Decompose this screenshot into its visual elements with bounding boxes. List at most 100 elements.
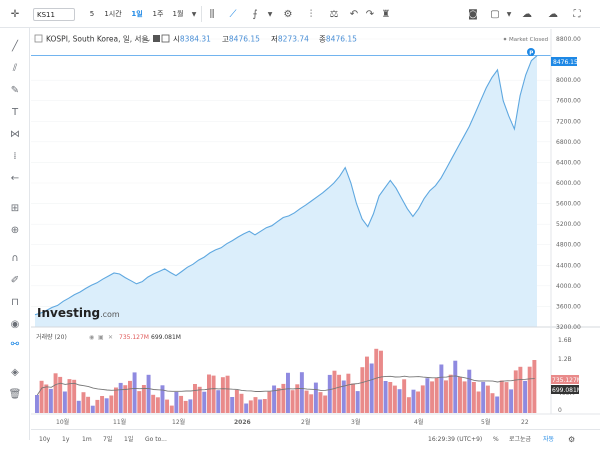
layout-icon[interactable]: ▢ bbox=[490, 8, 500, 20]
zoom-in-icon[interactable]: ⊕ bbox=[10, 224, 20, 236]
fib-icon[interactable]: ⫽ bbox=[12, 62, 18, 74]
volume-bar bbox=[35, 395, 39, 413]
volume-close-icon[interactable]: ✕ bbox=[108, 334, 113, 341]
collapse-legend-icon[interactable] bbox=[34, 34, 43, 43]
price-axis[interactable]: 8800.00 8000.00 7600.00 7200.00 6800.00 6400.… bbox=[556, 36, 581, 331]
interval-5[interactable]: 5 bbox=[89, 10, 95, 18]
eye-icon[interactable]: ◉ bbox=[10, 318, 20, 330]
symbol-search-input[interactable] bbox=[33, 8, 75, 21]
volume-bar bbox=[76, 400, 81, 413]
volume-bar bbox=[155, 397, 160, 413]
time-axis[interactable]: 10월 11월 12월 2026 2월 3월 4월 5월 22 bbox=[56, 418, 529, 426]
arrow-left-icon[interactable]: ← bbox=[10, 172, 20, 184]
volume-bar bbox=[420, 385, 425, 413]
scale-icon[interactable]: ⚖ bbox=[329, 8, 339, 20]
undo-icon[interactable]: ↶ bbox=[349, 8, 359, 20]
interval-1w[interactable]: 1주 bbox=[152, 10, 164, 18]
indicator-icon[interactable]: ⨍ bbox=[252, 8, 258, 20]
interval-1m[interactable]: 1월 bbox=[172, 10, 184, 18]
legend-dropdown-icon[interactable]: ⌄ bbox=[145, 35, 151, 44]
volume-bar bbox=[179, 395, 184, 413]
log-scale-toggle[interactable]: 로그눈금 bbox=[509, 436, 532, 443]
price-axis-label: 7200.00 bbox=[556, 118, 581, 125]
brush-icon[interactable]: ✎ bbox=[10, 84, 20, 96]
volume-bar bbox=[81, 392, 86, 413]
layers-icon[interactable]: ◈ bbox=[11, 366, 19, 378]
pin-marker-icon[interactable] bbox=[527, 48, 535, 56]
range-10y[interactable]: 10y bbox=[39, 436, 51, 443]
link-icon[interactable]: ⚯ bbox=[10, 338, 20, 350]
gear-icon[interactable]: ⚙ bbox=[283, 8, 293, 20]
prediction-icon[interactable]: ⁞ bbox=[13, 150, 17, 162]
volume-bar bbox=[109, 395, 114, 413]
volume-bar bbox=[281, 383, 286, 413]
market-status-dot bbox=[503, 37, 507, 41]
price-axis-label: 5200.00 bbox=[556, 221, 581, 228]
pattern-icon[interactable]: ⋈ bbox=[10, 128, 20, 140]
volume-bar bbox=[211, 375, 216, 413]
volume-bar bbox=[262, 399, 267, 413]
chevron-down-icon[interactable]: ▼ bbox=[506, 10, 512, 18]
volume-bar bbox=[337, 374, 342, 413]
fullscreen-icon[interactable]: ⛶ bbox=[573, 8, 581, 20]
volume-bar bbox=[225, 375, 230, 413]
volume-value: 735.127M bbox=[119, 334, 149, 341]
crosshair-icon[interactable]: ✛ bbox=[10, 8, 20, 20]
range-1y[interactable]: 1y bbox=[62, 436, 70, 443]
volume-eye-icon[interactable]: ◉ bbox=[89, 334, 94, 341]
volume-bar bbox=[397, 389, 402, 413]
legend-title: KOSPI, South Korea, 일, 서울 bbox=[46, 35, 148, 44]
volume-bar bbox=[141, 385, 146, 413]
price-axis-label: 3600.00 bbox=[556, 303, 581, 310]
area-chart-icon[interactable]: ⟋ bbox=[229, 8, 237, 20]
volume-bar bbox=[95, 399, 100, 413]
interval-1d[interactable]: 1일 bbox=[131, 10, 143, 18]
volume-bar bbox=[355, 391, 360, 413]
volume-bar bbox=[86, 396, 91, 413]
price-axis-label: 6400.00 bbox=[556, 159, 581, 166]
close-value: 8476.15 bbox=[326, 35, 357, 44]
trend-line-icon[interactable]: ╱ bbox=[11, 40, 19, 52]
interval-1h[interactable]: 1시간 bbox=[104, 10, 122, 18]
auto-scale-toggle[interactable]: 자동 bbox=[543, 436, 555, 443]
price-axis-label: 8000.00 bbox=[556, 77, 581, 84]
lock-icon[interactable]: ⊓ bbox=[11, 296, 19, 308]
volume-axis-label: 1.6B bbox=[558, 337, 572, 344]
range-7d[interactable]: 7일 bbox=[103, 436, 113, 443]
clock[interactable]: 16:29:39 (UTC+9) bbox=[428, 436, 483, 443]
price-chart[interactable]: KOSPI, South Korea, 일, 서울 ⌄ 시8384.31 고84… bbox=[31, 29, 600, 429]
volume-bar bbox=[379, 350, 383, 413]
volume-bar bbox=[341, 380, 346, 413]
open-label: 시 bbox=[173, 35, 180, 44]
volume-bar bbox=[332, 370, 337, 413]
magnet-icon[interactable]: ∩ bbox=[11, 252, 19, 264]
candlestick-icon[interactable]: ⫼ bbox=[209, 8, 215, 20]
redo-icon[interactable]: ↷ bbox=[365, 8, 375, 20]
volume-settings-icon[interactable]: ▣ bbox=[98, 334, 104, 341]
cloud-save-icon[interactable]: ☁ bbox=[522, 8, 532, 20]
alert-icon[interactable]: ♜ bbox=[381, 8, 391, 20]
camera-icon[interactable]: ◙ bbox=[468, 8, 478, 20]
percent-toggle[interactable]: % bbox=[493, 436, 499, 443]
volume-bar bbox=[509, 389, 514, 413]
measure-icon[interactable]: ⊞ bbox=[10, 202, 20, 214]
price-axis-label: 3200.00 bbox=[556, 324, 581, 331]
volume-bar bbox=[53, 373, 58, 413]
chevron-down-icon[interactable]: ▼ bbox=[191, 10, 197, 18]
eye-toggle-icon[interactable] bbox=[153, 35, 160, 42]
time-axis-label: 5월 bbox=[481, 418, 490, 426]
range-1m[interactable]: 1m bbox=[82, 436, 92, 443]
goto-date-button[interactable]: Go to... bbox=[145, 436, 167, 443]
chevron-down-icon[interactable]: ▼ bbox=[267, 10, 273, 18]
range-1d[interactable]: 1일 bbox=[124, 436, 134, 443]
trash-icon[interactable]: 🗑 bbox=[8, 388, 22, 400]
text-icon[interactable]: T bbox=[11, 106, 19, 118]
price-axis-label: 5600.00 bbox=[556, 201, 581, 208]
gear-icon[interactable]: ⚙ bbox=[568, 435, 576, 444]
volume-bar bbox=[90, 405, 95, 413]
price-axis-label: 7600.00 bbox=[556, 98, 581, 105]
settings-toggle-icon[interactable] bbox=[161, 34, 170, 43]
compare-icon[interactable]: ⫶ bbox=[309, 8, 313, 20]
cloud-upload-icon[interactable]: ☁ bbox=[548, 8, 558, 20]
pencil-lock-icon[interactable]: ✐ bbox=[10, 274, 20, 286]
